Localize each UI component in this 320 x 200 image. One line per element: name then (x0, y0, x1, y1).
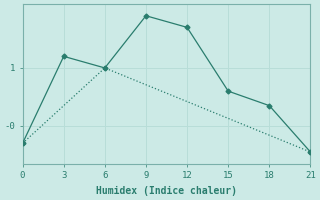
X-axis label: Humidex (Indice chaleur): Humidex (Indice chaleur) (96, 186, 237, 196)
